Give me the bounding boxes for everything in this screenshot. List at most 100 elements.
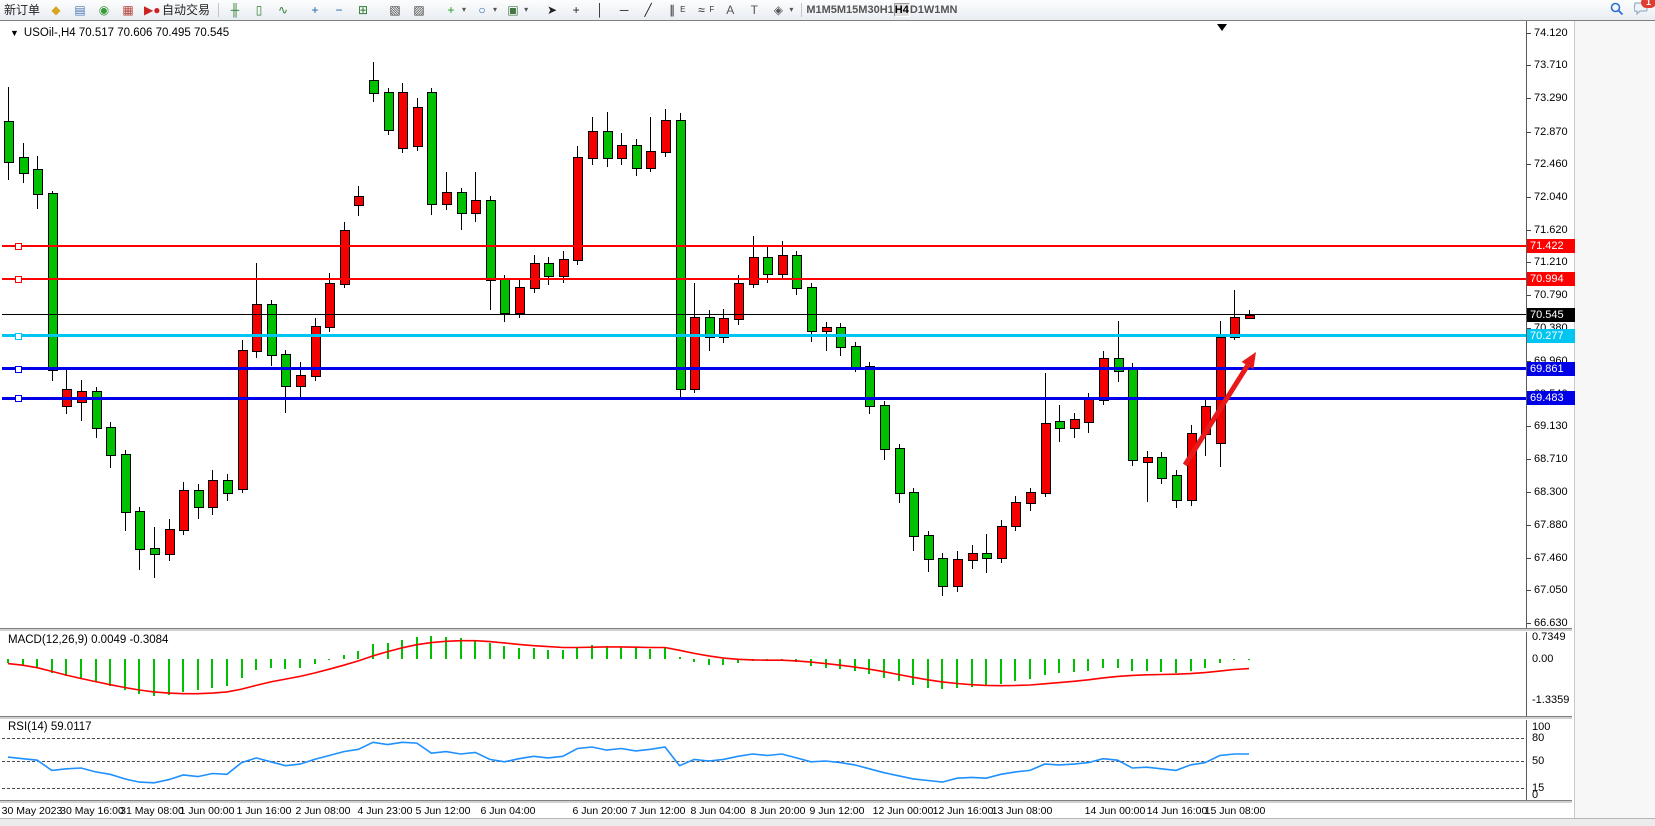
- rsi-level-line: [2, 737, 1524, 739]
- dropdown-arrow-icon[interactable]: ▾: [524, 5, 529, 14]
- text-label-icon: T: [750, 3, 758, 17]
- line-chart-button[interactable]: ∿: [271, 1, 295, 19]
- period-button[interactable]: ○ ▾: [470, 1, 501, 19]
- autotrade-button[interactable]: ▶● 自动交易: [140, 1, 214, 19]
- support-line[interactable]: [2, 367, 1526, 371]
- dropdown-arrow-icon[interactable]: ▾: [462, 5, 467, 14]
- macd-histogram-bar: [1014, 659, 1017, 682]
- zoom-out-button[interactable]: −: [327, 1, 351, 19]
- time-axis-label: 12 Jun 16:00: [932, 805, 994, 817]
- fibonacci-button[interactable]: ≈ F: [689, 1, 718, 19]
- new-order-button[interactable]: 新订单: [4, 3, 41, 17]
- candle-body: [1186, 432, 1197, 502]
- horizontal-line-button[interactable]: ─: [612, 1, 636, 19]
- trendline-button[interactable]: ╱: [636, 1, 660, 19]
- price-axis-label: 72.040: [1534, 190, 1568, 203]
- resistance-line[interactable]: [2, 244, 1526, 247]
- candle-body: [1201, 405, 1212, 435]
- chart-dropdown-icon[interactable]: ▼: [10, 28, 19, 38]
- resistance-line[interactable]: [2, 278, 1526, 281]
- macd-histogram-bar: [649, 649, 652, 659]
- timeframe-h4[interactable]: H4: [893, 3, 910, 17]
- macd-histogram-bar: [255, 659, 258, 670]
- pivot-line[interactable]: [2, 334, 1526, 338]
- text-button[interactable]: A: [718, 1, 742, 19]
- channel-button[interactable]: ∥ E: [660, 1, 689, 19]
- timeframe-w1[interactable]: W1: [923, 4, 941, 16]
- data-window-button[interactable]: ▤: [68, 1, 92, 19]
- price-level-badge: 69.861: [1527, 361, 1575, 376]
- macd-histogram-bar: [196, 659, 199, 690]
- timeframe-m1[interactable]: M1: [806, 4, 822, 16]
- macd-rsi-divider[interactable]: [0, 716, 1572, 720]
- timeframe-m5[interactable]: M5: [821, 4, 837, 16]
- candle-body: [982, 553, 993, 560]
- price-axis-tick: [1526, 426, 1531, 428]
- time-axis-label: 1 Jun 00:00: [179, 805, 235, 817]
- dropdown-arrow-icon[interactable]: ▾: [789, 5, 794, 14]
- hline-handle[interactable]: [15, 332, 22, 340]
- zoom-in-button[interactable]: +: [303, 1, 327, 19]
- macd-histogram-bar: [561, 649, 564, 659]
- candle-body: [1026, 491, 1036, 504]
- chart-profile-button[interactable]: ▧: [383, 1, 407, 19]
- candle-body: [602, 130, 613, 159]
- tile-windows-button[interactable]: ⊞: [351, 1, 375, 19]
- time-axis-label: 30 May 2023: [1, 805, 63, 817]
- hline-handle[interactable]: [15, 242, 22, 250]
- chart-profile2-button[interactable]: ▨: [407, 1, 431, 19]
- candle-body: [515, 286, 525, 314]
- candle-body: [1245, 314, 1255, 319]
- timeframe-m30[interactable]: M30: [858, 4, 880, 16]
- notifications-icon[interactable]: 1: [1632, 0, 1655, 18]
- candle-body: [807, 286, 817, 333]
- candle-body: [558, 259, 569, 277]
- chart-shift-marker[interactable]: [1217, 24, 1227, 31]
- dropdown-arrow-icon[interactable]: ▾: [493, 5, 498, 14]
- vertical-line-button[interactable]: │: [588, 1, 612, 19]
- terminal-button[interactable]: ▦: [116, 1, 140, 19]
- toolbar-separator: [801, 3, 803, 17]
- main-macd-divider[interactable]: [0, 628, 1572, 632]
- candle-body: [588, 130, 598, 159]
- shapes-button[interactable]: ◈ ▾: [766, 1, 797, 19]
- hline-handle[interactable]: [15, 276, 22, 284]
- macd-histogram-bar: [883, 659, 885, 678]
- macd-histogram-bar: [211, 659, 214, 688]
- timeframe-mn[interactable]: MN: [940, 4, 958, 16]
- price-axis-tick: [1526, 262, 1531, 264]
- navigator-button[interactable]: ◉: [92, 1, 116, 19]
- hline-handle[interactable]: [15, 395, 22, 403]
- macd-histogram-bar: [576, 647, 579, 659]
- timeframe-h1[interactable]: H1: [879, 4, 894, 16]
- candle-body: [1157, 456, 1168, 479]
- new-chart-button[interactable]: + ▾: [439, 1, 470, 19]
- current-price-line[interactable]: [2, 314, 1526, 316]
- candle-body: [967, 553, 978, 561]
- cursor-button[interactable]: ➤: [540, 1, 564, 19]
- macd-histogram-bar: [1218, 659, 1221, 663]
- candle-wick: [475, 172, 477, 223]
- support-line[interactable]: [2, 396, 1526, 400]
- search-icon[interactable]: [1609, 2, 1625, 18]
- price-level-badge: 70.994: [1527, 272, 1575, 287]
- time-axis-label: 14 Jun 00:00: [1084, 805, 1146, 817]
- timeframe-m15[interactable]: M15: [836, 4, 859, 16]
- crosshair-button[interactable]: +: [564, 1, 588, 19]
- candle-body: [77, 390, 87, 403]
- macd-histogram-bar: [518, 647, 520, 659]
- template-button[interactable]: ▣ ▾: [501, 1, 532, 19]
- rsi-timeaxis-divider[interactable]: [0, 800, 1572, 804]
- macd-histogram-bar: [839, 659, 842, 669]
- macd-histogram-bar: [445, 636, 447, 659]
- hline-handle[interactable]: [15, 365, 22, 373]
- candlestick-chart-button[interactable]: ▯: [247, 1, 271, 19]
- price-axis-label: 69.130: [1534, 420, 1568, 433]
- bar-chart-button[interactable]: ╫: [223, 1, 247, 19]
- market-watch-button[interactable]: ◆: [44, 1, 68, 19]
- candle-body: [456, 192, 467, 214]
- candle-body: [573, 156, 584, 262]
- text-label-button[interactable]: T: [742, 1, 766, 19]
- macd-histogram-bar: [1102, 659, 1104, 669]
- timeframe-d1[interactable]: D1: [909, 4, 924, 16]
